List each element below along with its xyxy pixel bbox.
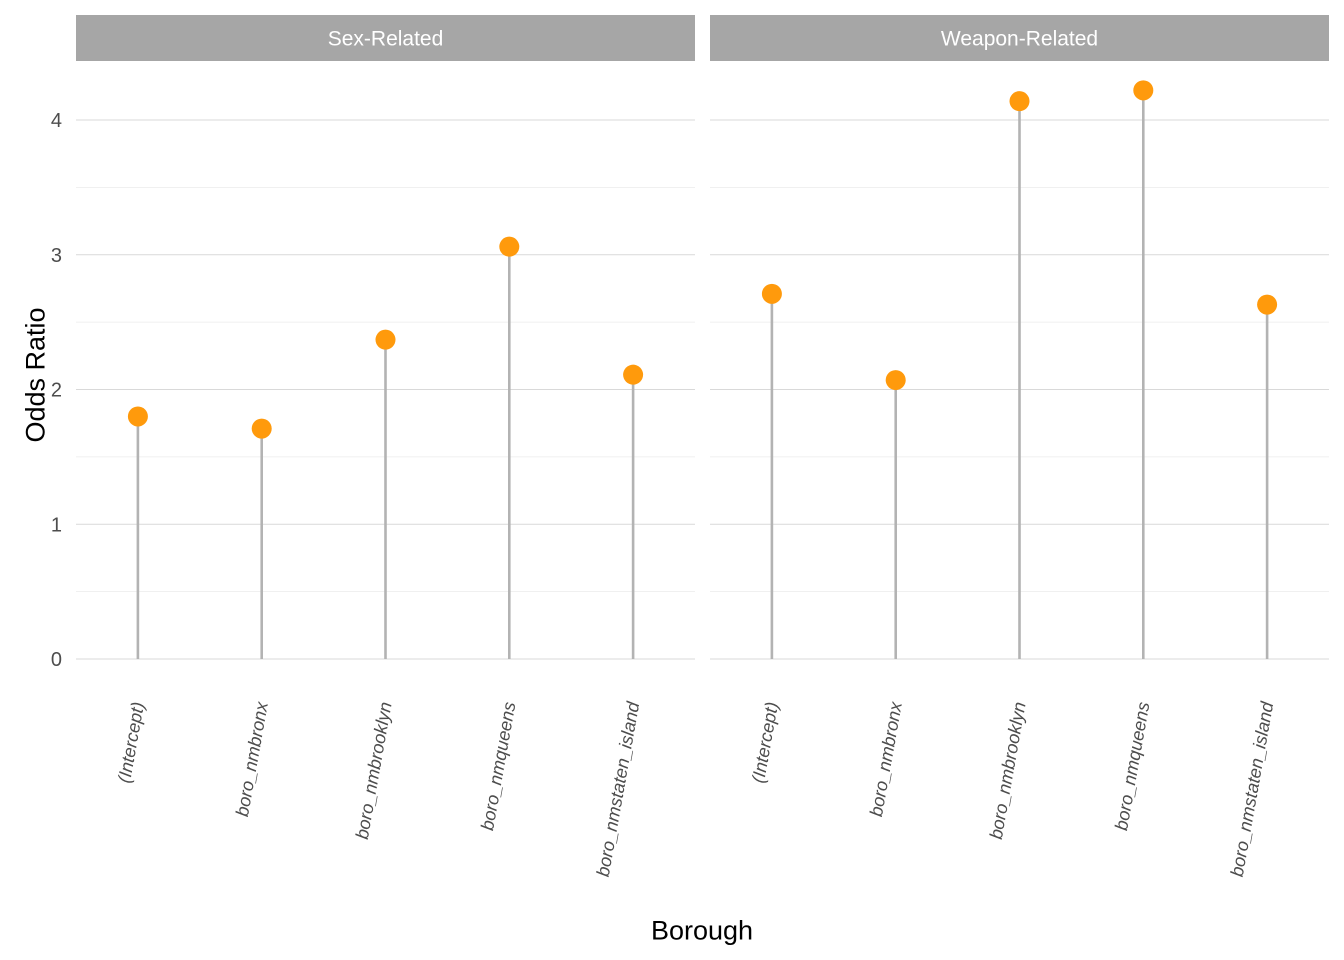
panel-strip-label: Weapon-Related (941, 27, 1098, 50)
point (1133, 80, 1154, 101)
x-tick-label: boro_nmqueens (477, 700, 519, 832)
y-tick-label: 0 (51, 649, 62, 671)
point (1009, 91, 1030, 112)
point (1257, 294, 1278, 315)
y-tick-label: 3 (51, 245, 62, 267)
x-tick-label: boro_nmqueens (1111, 700, 1153, 832)
x-tick-label: boro_nmbronx (232, 699, 272, 818)
point (499, 236, 520, 257)
point (375, 329, 396, 350)
point (623, 364, 644, 385)
y-tick-label: 4 (51, 110, 62, 132)
point (885, 370, 906, 391)
x-tick-label: boro_nmstaten_island (593, 699, 644, 878)
panel-weapon-related: Weapon-Related (Intercept) boro_nmbronx bor… (710, 15, 1329, 878)
y-tick-label: 2 (51, 380, 62, 402)
x-tick-label: boro_nmstaten_island (1227, 699, 1278, 878)
panel-strip (76, 15, 695, 61)
panels: 0 1 2 3 4 Sex-Related (Intercept) boro_nmbronx b… (51, 15, 1329, 878)
x-tick-label: boro_nmbrooklyn (352, 700, 396, 840)
x-tick-label: (Intercept) (114, 700, 148, 784)
y-axis-title: Odds Ratio (20, 307, 50, 442)
x-tick-label: (Intercept) (748, 700, 782, 784)
panel-sex-related: Sex-Related (Intercept) boro_nmbronx boro_n… (76, 15, 695, 878)
point (127, 406, 148, 427)
x-tick-label: boro_nmbronx (866, 699, 906, 818)
x-tick-label: boro_nmbrooklyn (986, 700, 1030, 840)
x-axis-title: Borough (651, 915, 753, 945)
point (251, 418, 272, 439)
panel-strip (710, 15, 1329, 61)
y-tick-label: 1 (51, 514, 62, 536)
point (761, 283, 782, 304)
panel-strip-label: Sex-Related (328, 27, 444, 50)
